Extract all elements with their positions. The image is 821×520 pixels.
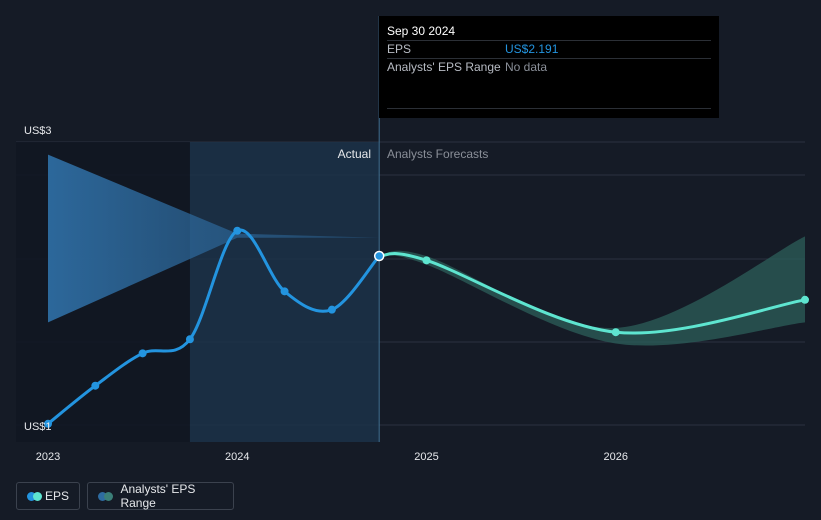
range-legend-icon <box>98 491 113 501</box>
range-areas <box>48 154 805 346</box>
eps-point-actual <box>327 305 336 314</box>
x-tick-label: 2026 <box>604 451 628 463</box>
tooltip-range-value: No data <box>505 60 548 74</box>
legend-eps-label: EPS <box>44 489 69 503</box>
eps-point-actual <box>44 419 52 428</box>
tooltip-eps-value: US$2.191 <box>505 42 559 56</box>
actual-label: Actual <box>338 147 371 161</box>
eps-point-forecast <box>611 328 620 337</box>
eps-point-actual <box>280 287 289 296</box>
legend-item-range[interactable]: Analysts' EPS Range <box>87 482 234 510</box>
grid-lines <box>16 141 805 442</box>
eps-point-actual <box>91 381 100 390</box>
y-tick-label: US$1 <box>24 421 52 433</box>
eps-point-forecast <box>422 256 431 265</box>
y-tick-label: US$3 <box>24 125 52 137</box>
legend-item-eps[interactable]: EPS <box>16 482 80 510</box>
eps-point-actual <box>233 226 242 235</box>
tooltip-divider <box>387 108 711 109</box>
tooltip-row-range: Analysts' EPS Range No data <box>387 58 711 76</box>
eps-line-actual <box>46 228 381 426</box>
x-tick-label: 2025 <box>414 451 438 463</box>
eps-line-forecast <box>377 252 807 335</box>
eps-point-forecast <box>801 295 809 304</box>
x-tick-label: 2023 <box>36 451 60 463</box>
range-area-forecast <box>379 236 805 346</box>
tooltip-date: Sep 30 2024 <box>387 24 456 38</box>
tooltip-eps-label: EPS <box>387 42 412 56</box>
tooltip: Sep 30 2024 EPS US$2.191 Analysts' EPS R… <box>379 16 719 118</box>
eps-lines <box>46 228 807 426</box>
eps-point-actual <box>185 335 194 344</box>
range-area-actual <box>48 154 380 323</box>
y-tick-labels: US$3 US$1 <box>24 125 52 433</box>
legend-range-label: Analysts' EPS Range <box>120 482 196 510</box>
eps-points <box>44 226 809 428</box>
x-tick-label: 2024 <box>225 451 249 463</box>
tooltip-row-eps: EPS US$2.191 <box>387 40 711 58</box>
eps-point-highlighted <box>373 250 385 262</box>
eps-legend-icon <box>27 491 42 501</box>
eps-point-actual <box>138 349 147 358</box>
forecast-label: Analysts Forecasts <box>387 147 488 161</box>
tooltip-range-label: Analysts' EPS Range <box>387 60 501 74</box>
x-tick-labels: 2023 2024 2025 2026 <box>36 451 628 463</box>
